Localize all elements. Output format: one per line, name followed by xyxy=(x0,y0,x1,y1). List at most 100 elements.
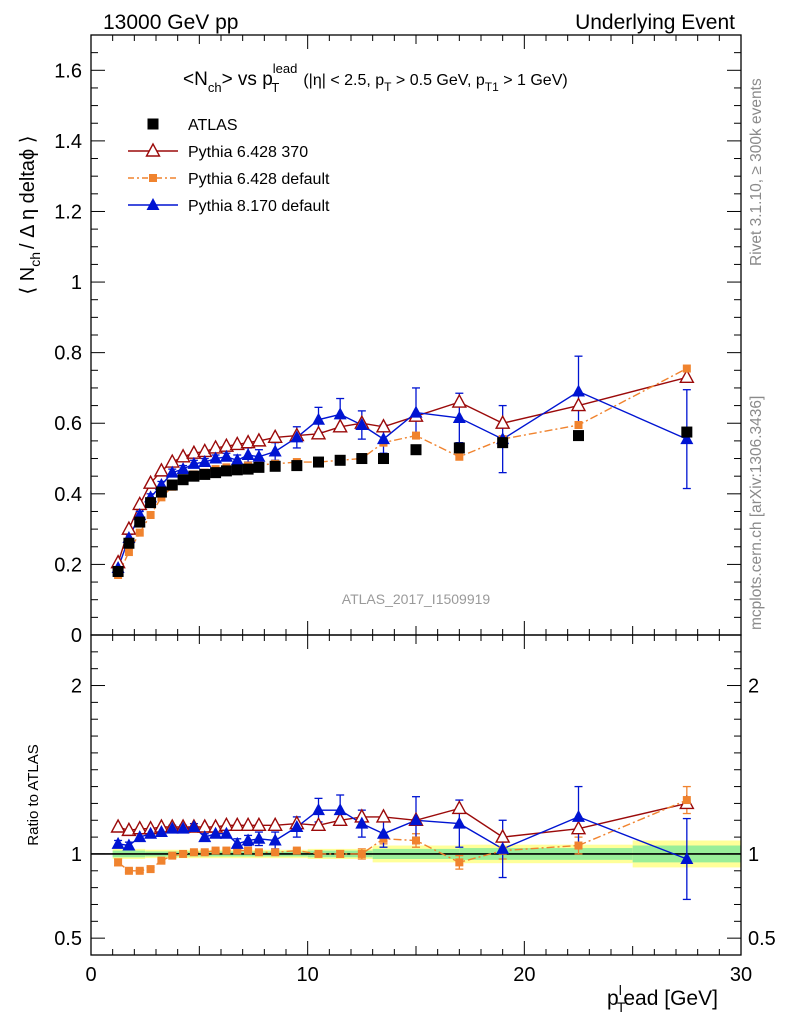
pythia6-370-ratio-point xyxy=(451,800,468,815)
atlas-point xyxy=(573,430,584,442)
pythia8-point xyxy=(219,449,233,462)
pythia6-default-ratio-point xyxy=(357,849,366,858)
pythia8-ratio-point xyxy=(219,826,233,839)
pythia6-default-ratio-point xyxy=(114,858,123,867)
main-y-axis-label: ⟨ Nch/ Δ η deltaϕ ⟩ xyxy=(17,135,43,294)
pythia6-370-point xyxy=(132,495,148,511)
atlas-point xyxy=(253,461,265,473)
pythia8-ratio-point xyxy=(198,830,212,843)
atlas-point xyxy=(356,453,368,465)
atlas-point xyxy=(220,465,232,477)
pythia6-370-point xyxy=(142,474,159,489)
pythia8-ratio-point xyxy=(122,838,136,851)
ratio-y-tick-label: 1 xyxy=(71,844,82,866)
x-tick-label: 30 xyxy=(730,964,752,986)
pythia8-point xyxy=(680,432,694,445)
atlas-point xyxy=(112,565,124,577)
y-tick-label: 1 xyxy=(71,272,82,294)
pythia8-ratio-point xyxy=(176,821,190,834)
pythia8-point xyxy=(252,449,266,462)
pythia8-ratio-point xyxy=(355,816,369,829)
atlas-point xyxy=(210,467,222,479)
atlas-point xyxy=(123,537,135,549)
y-tick-label: 0.6 xyxy=(54,413,82,435)
pythia6-370-point xyxy=(375,418,392,433)
pythia6-370-ratio-point xyxy=(240,816,256,832)
pythia6-370-ratio-point xyxy=(121,821,137,837)
atlas-point xyxy=(313,456,324,468)
pythia6-370-ratio-point xyxy=(267,816,283,832)
y-tick-label: 0.8 xyxy=(54,343,82,365)
ratio-y-tick-label-right: 2 xyxy=(748,676,759,698)
pythia8-ratio-point xyxy=(333,803,347,816)
pythia6-370-point xyxy=(229,435,245,451)
pythia8-point xyxy=(187,456,201,469)
pythia6-default-ratio-point xyxy=(168,851,177,860)
y-tick-label: 0.4 xyxy=(54,484,82,506)
pythia6-370-ratio-point xyxy=(332,811,348,826)
pythia6-default-ratio-point xyxy=(574,841,583,850)
pythia6-default-point xyxy=(412,431,420,440)
x-axis-label: pl Tead [GeV] xyxy=(607,982,718,1015)
pythia6-default-ratio-point xyxy=(179,849,188,858)
pythia8-point xyxy=(355,418,369,430)
pythia6-default-ratio-point xyxy=(412,836,420,845)
x-tick-label: 0 xyxy=(85,964,96,986)
pythia6-370-point xyxy=(570,397,587,412)
pythia6-default-ratio-point xyxy=(157,856,166,865)
pythia6-370-point xyxy=(332,418,348,433)
pythia8-point xyxy=(176,462,190,475)
pythia6-default-point xyxy=(455,452,464,461)
pythia6-370-point xyxy=(240,434,256,449)
pythia8-ratio-point xyxy=(154,825,168,838)
pythia6-370-ratio-point xyxy=(110,818,126,833)
pythia6-370-point xyxy=(679,368,695,384)
pythia6-default-ratio-point xyxy=(135,866,144,875)
pythia8-ratio-point xyxy=(187,820,201,832)
legend-label: ATLAS xyxy=(188,117,238,134)
pythia8-ratio-point xyxy=(268,833,282,846)
pythia6-default-ratio-point xyxy=(314,849,323,858)
pythia6-370-ratio-point xyxy=(310,816,327,832)
y-tick-label: 1.2 xyxy=(54,201,82,223)
pythia6-default-point xyxy=(135,528,144,537)
pythia8-point xyxy=(572,384,585,397)
ratio-y-axis-label: Ratio to ATLAS xyxy=(25,744,42,845)
legend-marker xyxy=(147,118,159,130)
rivet-label: Rivet 3.1.10, ≥ 300k events xyxy=(748,78,765,266)
pythia8-point xyxy=(409,405,423,418)
pythia8-ratio-point xyxy=(241,833,255,846)
pythia6-default-point xyxy=(146,511,155,519)
pythia6-370-point xyxy=(310,425,327,440)
atlas-point xyxy=(155,486,167,498)
pythia8-ratio-point xyxy=(312,803,325,816)
ratio-frame xyxy=(90,634,742,956)
pythia6-default-ratio-point xyxy=(189,848,198,857)
pythia6-default-ratio-point xyxy=(254,848,263,857)
legend: ATLAS Pythia 6.428 370 Pythia 6.428 defaul… xyxy=(128,117,330,215)
atlas-point xyxy=(497,437,509,449)
pythia8-point xyxy=(452,410,466,423)
ratio-y-tick-label: 0.5 xyxy=(54,928,82,950)
mcplots-label: mcplots.cern.ch [arXiv:1306.3436] xyxy=(748,396,765,630)
pythia8-point xyxy=(198,455,212,468)
atlas-point xyxy=(145,497,157,509)
legend-marker xyxy=(146,198,160,210)
pythia8-ratio-point xyxy=(209,826,223,839)
pythia8-point xyxy=(268,444,282,457)
pythia8-point xyxy=(241,448,255,460)
pythia6-default-ratio-point xyxy=(682,796,691,805)
x-tick-label: 10 xyxy=(297,964,319,986)
header-left: 13000 GeV pp xyxy=(103,11,238,34)
pythia6-370-ratio-point xyxy=(375,808,392,823)
pythia8-ratio-point xyxy=(230,836,244,849)
atlas-point xyxy=(188,470,200,482)
y-tick-label: 1.4 xyxy=(54,131,82,153)
pythia8-ratio-point xyxy=(165,821,179,834)
pythia8-point xyxy=(290,430,304,443)
pythia6-370-point xyxy=(175,448,191,463)
pythia8-point xyxy=(312,412,325,425)
pythia8-ratio-point xyxy=(111,836,125,849)
y-tick-label-zero: 0 xyxy=(71,625,82,647)
